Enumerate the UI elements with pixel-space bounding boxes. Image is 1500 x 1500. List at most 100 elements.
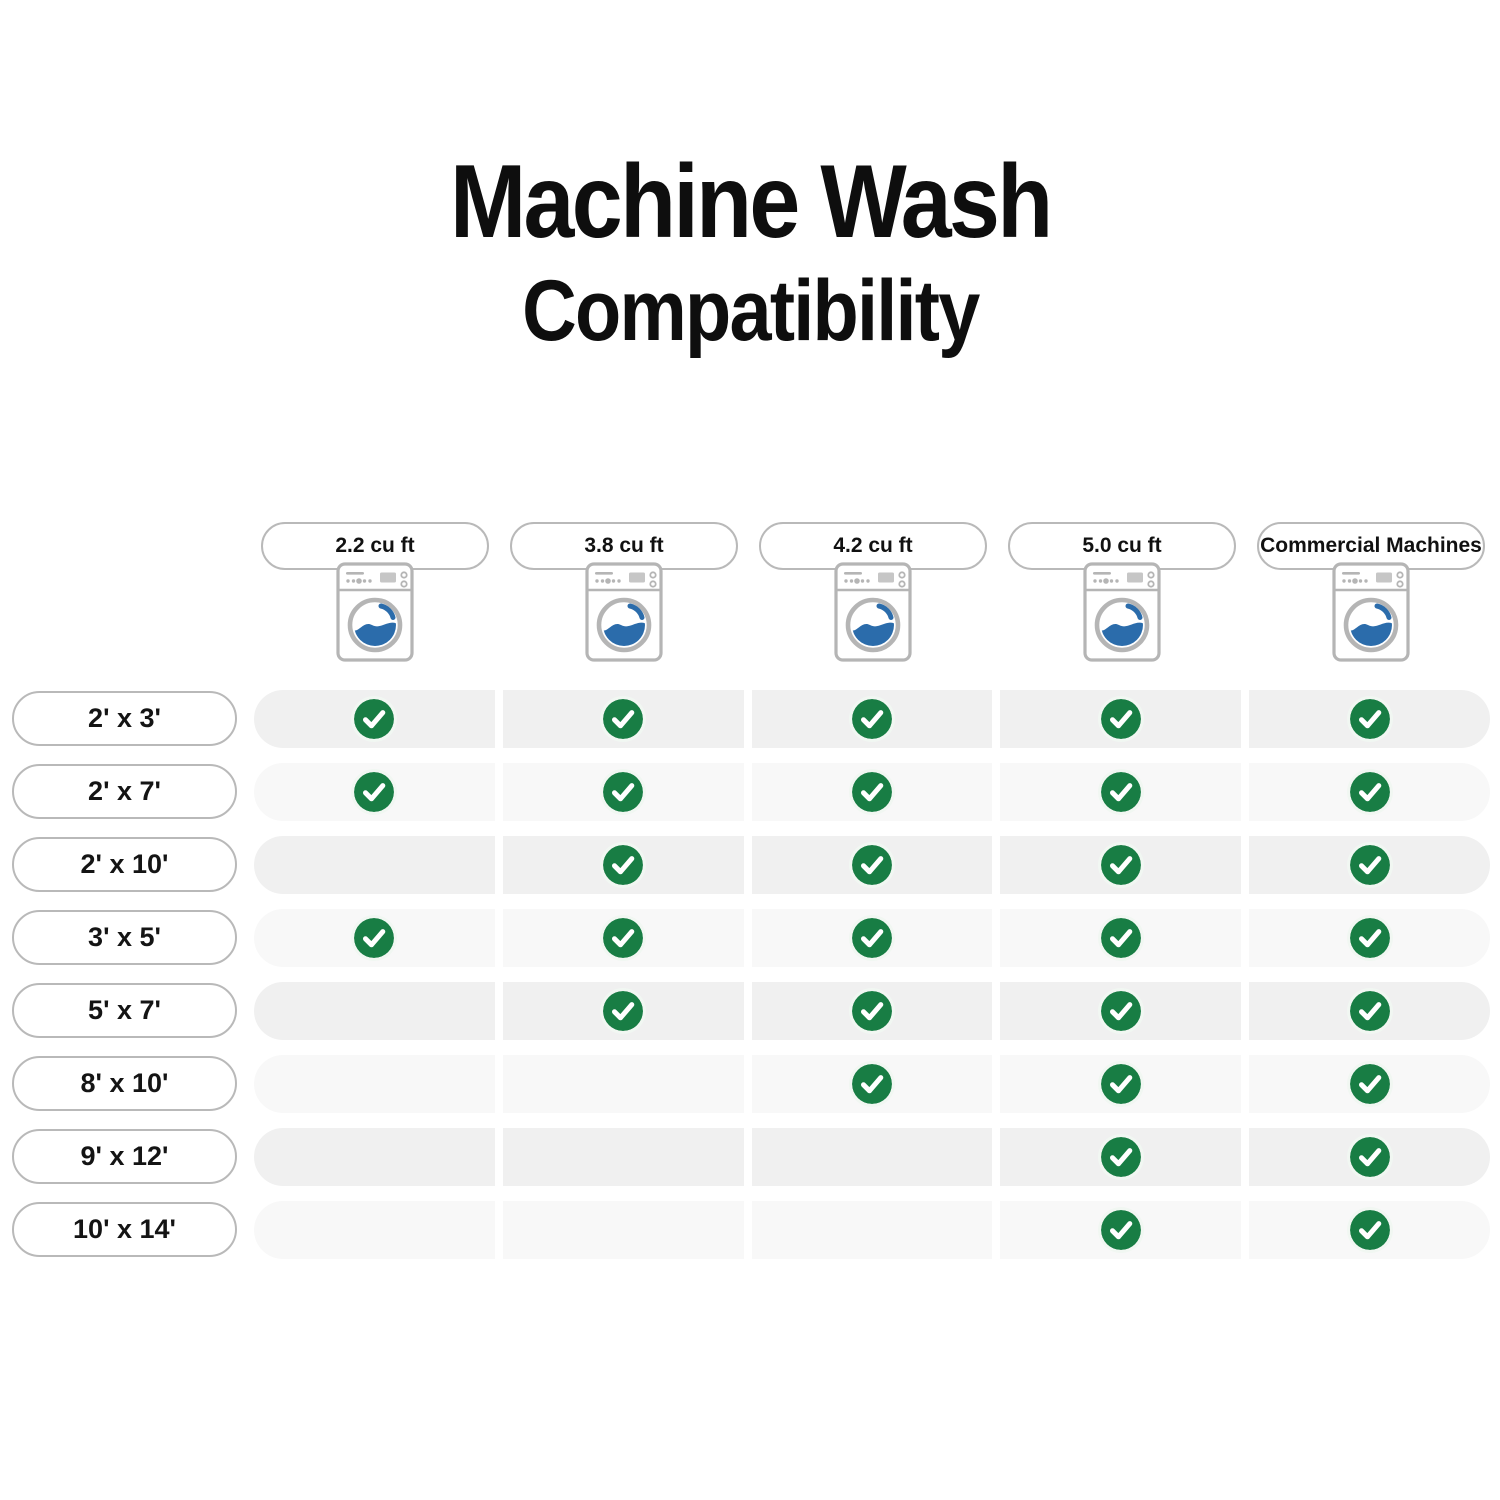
- table-row: [254, 1201, 1490, 1259]
- check-icon: [851, 991, 892, 1031]
- compatible-cell: [1000, 763, 1242, 821]
- check-icon: [851, 845, 892, 885]
- rug-size-label: 2' x 10': [80, 849, 169, 879]
- capacity-pill: Commercial Machines: [1257, 522, 1485, 570]
- rug-size-label: 10' x 14': [73, 1214, 176, 1244]
- table-row: [254, 836, 1490, 894]
- compatible-cell: [502, 982, 744, 1040]
- capacity-label: 2.2 cu ft: [335, 534, 415, 557]
- check-icon: [1349, 1137, 1390, 1177]
- check-icon: [354, 918, 395, 958]
- check-icon: [603, 918, 644, 958]
- title-line-1: Machine Wash: [449, 144, 1053, 260]
- machine-column-header: Commercial Machines: [1257, 522, 1485, 672]
- compatible-cell: [502, 690, 744, 748]
- machine-column-header: 5.0 cu ft: [1008, 522, 1236, 672]
- compatible-cell: [751, 763, 993, 821]
- compatible-cell: [1000, 690, 1242, 748]
- compatible-cell: [1249, 982, 1490, 1040]
- check-icon: [1349, 991, 1390, 1031]
- check-icon: [1100, 918, 1141, 958]
- capacity-label: 4.2 cu ft: [833, 534, 913, 557]
- empty-cell: [254, 1128, 495, 1186]
- empty-cell: [751, 1128, 993, 1186]
- compatible-cell: [1249, 690, 1490, 748]
- rug-size-pill: 5' x 7': [12, 983, 237, 1038]
- table-row: [254, 1055, 1490, 1113]
- check-icon: [851, 918, 892, 958]
- check-icon: [1349, 1064, 1390, 1104]
- empty-cell: [254, 1055, 495, 1113]
- capacity-pill: 2.2 cu ft: [261, 522, 489, 570]
- compatible-cell: [1249, 1201, 1490, 1259]
- table-row: [254, 982, 1490, 1040]
- check-icon: [1100, 699, 1141, 739]
- compatible-cell: [1000, 836, 1242, 894]
- compatible-cell: [1000, 1201, 1242, 1259]
- check-icon: [1100, 1137, 1141, 1177]
- check-icon: [354, 699, 395, 739]
- check-icon: [603, 845, 644, 885]
- check-icon: [1100, 1064, 1141, 1104]
- check-icon: [1349, 1210, 1390, 1250]
- capacity-label: Commercial Machines: [1260, 534, 1482, 557]
- compatible-cell: [1000, 1055, 1242, 1113]
- check-icon: [851, 772, 892, 812]
- empty-cell: [502, 1201, 744, 1259]
- washing-machine-icon: [1083, 562, 1161, 662]
- compatible-cell: [1000, 1128, 1242, 1186]
- rug-size-label: 5' x 7': [88, 995, 161, 1025]
- rug-size-pill: 3' x 5': [12, 910, 237, 965]
- capacity-label: 3.8 cu ft: [584, 534, 664, 557]
- table-row: [254, 909, 1490, 967]
- compatible-cell: [502, 763, 744, 821]
- rug-size-pill: 9' x 12': [12, 1129, 237, 1184]
- rug-size-pill: 2' x 7': [12, 764, 237, 819]
- machine-column-header: 3.8 cu ft: [510, 522, 738, 672]
- rug-size-label: 2' x 7': [88, 776, 161, 806]
- check-icon: [1100, 772, 1141, 812]
- check-icon: [1100, 1210, 1141, 1250]
- compatible-cell: [254, 763, 495, 821]
- rug-size-pill: 2' x 3': [12, 691, 237, 746]
- rug-size-pill: 10' x 14': [12, 1202, 237, 1257]
- washing-machine-icon: [336, 562, 414, 662]
- washing-machine-icon: [1332, 562, 1410, 662]
- machine-column-header: 2.2 cu ft: [261, 522, 489, 672]
- compatible-cell: [254, 909, 495, 967]
- washing-machine-icon: [585, 562, 663, 662]
- page-title: Machine Wash Compatibility: [0, 150, 1500, 354]
- empty-cell: [254, 982, 495, 1040]
- rug-size-label: 8' x 10': [80, 1068, 169, 1098]
- empty-cell: [502, 1055, 744, 1113]
- compatible-cell: [1249, 909, 1490, 967]
- compatible-cell: [1249, 1128, 1490, 1186]
- compatible-cell: [751, 690, 993, 748]
- table-row: [254, 690, 1490, 748]
- check-icon: [603, 772, 644, 812]
- check-icon: [851, 1064, 892, 1104]
- check-icon: [1100, 845, 1141, 885]
- compatible-cell: [751, 836, 993, 894]
- empty-cell: [502, 1128, 744, 1186]
- table-row: [254, 763, 1490, 821]
- check-icon: [354, 772, 395, 812]
- empty-cell: [254, 836, 495, 894]
- washing-machine-icon: [834, 562, 912, 662]
- compatible-cell: [751, 1055, 993, 1113]
- compatible-cell: [1000, 909, 1242, 967]
- table-row: [254, 1128, 1490, 1186]
- rug-size-label: 9' x 12': [80, 1141, 169, 1171]
- check-icon: [1349, 699, 1390, 739]
- check-icon: [1100, 991, 1141, 1031]
- rug-size-label: 3' x 5': [88, 922, 161, 952]
- check-icon: [1349, 918, 1390, 958]
- check-icon: [1349, 772, 1390, 812]
- check-icon: [851, 699, 892, 739]
- machine-column-header: 4.2 cu ft: [759, 522, 987, 672]
- rug-size-label: 2' x 3': [88, 703, 161, 733]
- rug-size-pill: 2' x 10': [12, 837, 237, 892]
- compatible-cell: [751, 909, 993, 967]
- capacity-label: 5.0 cu ft: [1082, 534, 1162, 557]
